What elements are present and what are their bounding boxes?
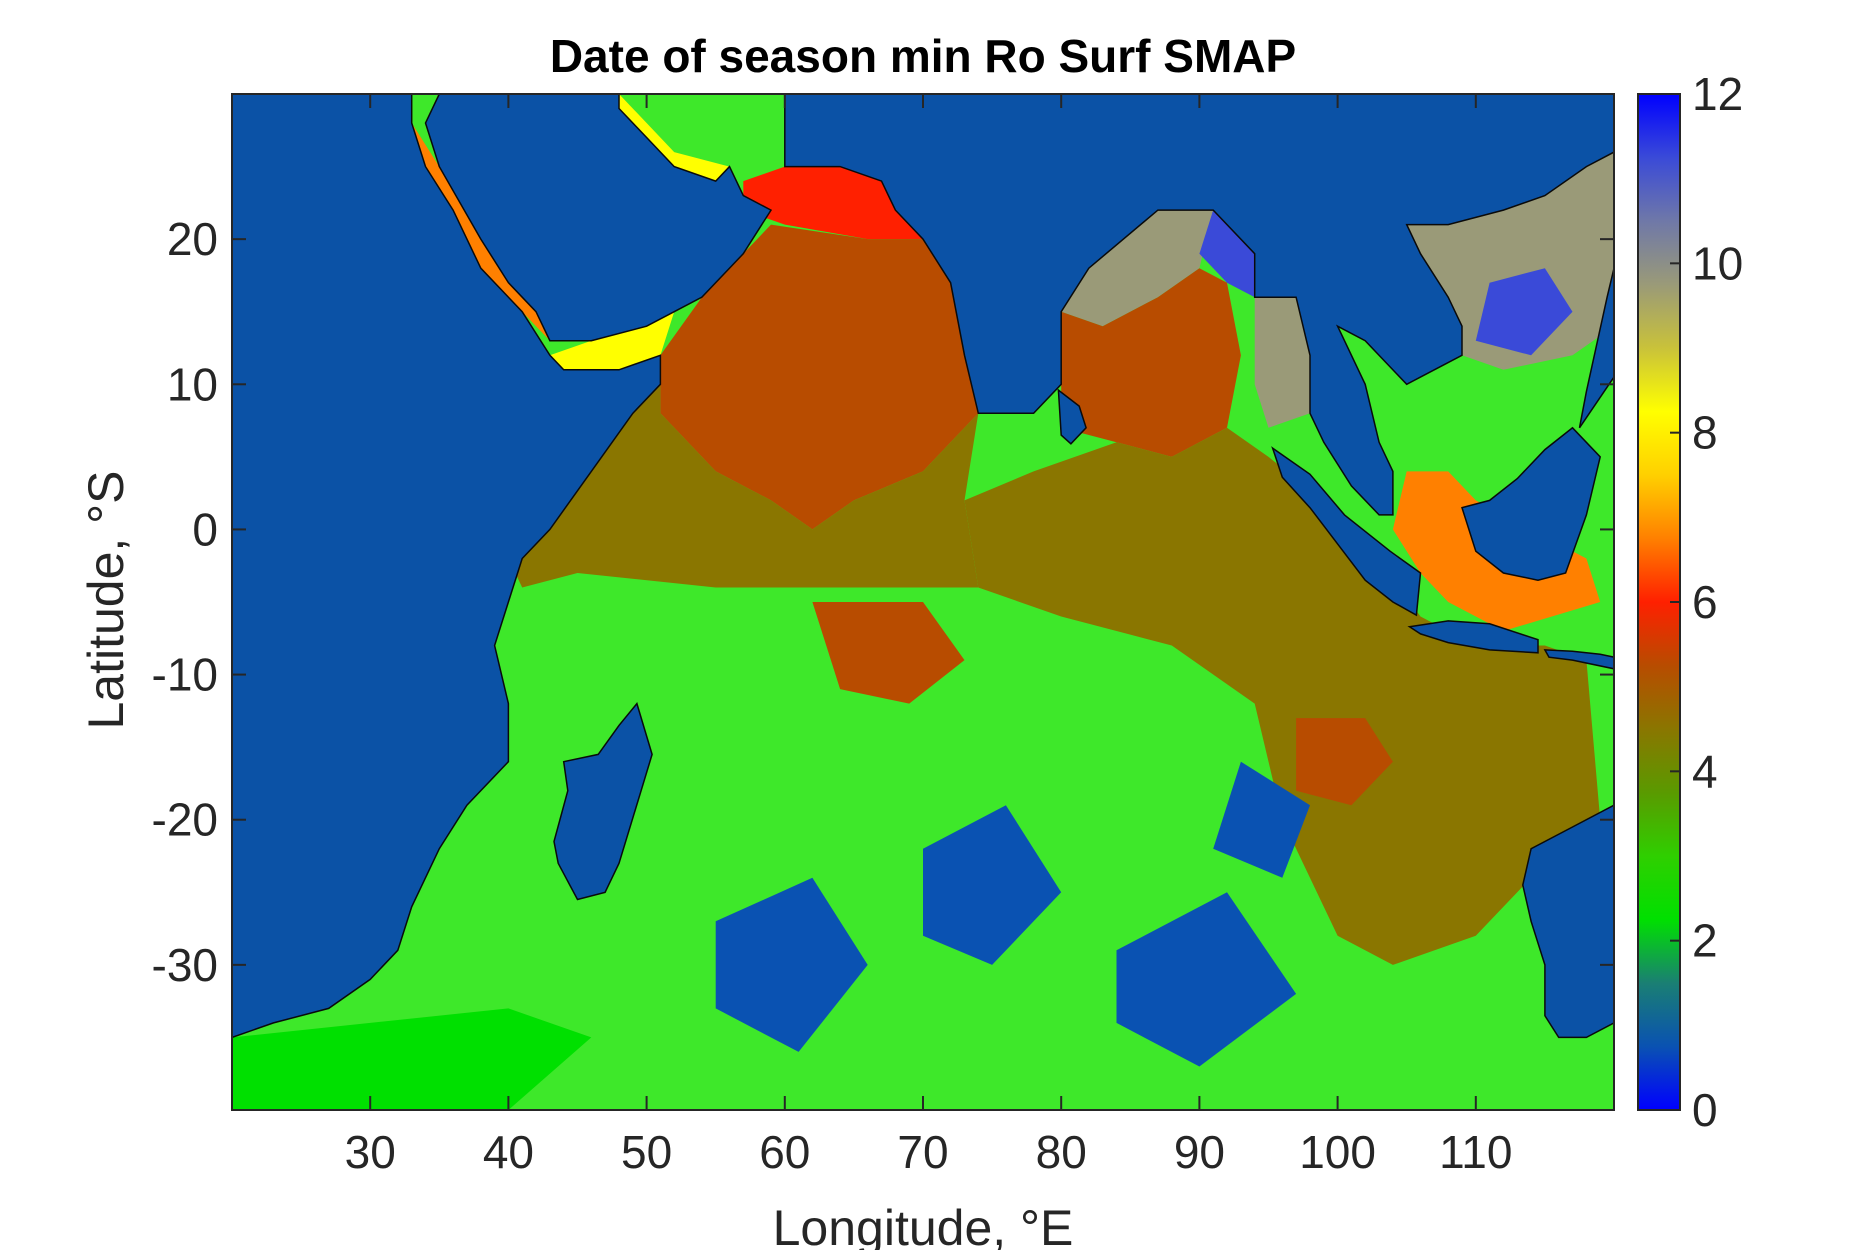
region-southeast-patch — [1296, 718, 1393, 806]
colorbar-ticks: 0 2 4 6 8 10 12 — [1670, 68, 1743, 1136]
x-tick-label: 80 — [1036, 1126, 1087, 1178]
x-tick-label: 50 — [621, 1126, 672, 1178]
land-sumatra — [1271, 446, 1422, 617]
region-bay-of-bengal-west — [1061, 210, 1214, 327]
x-tick-label: 90 — [1174, 1126, 1225, 1178]
y-axis-label: Latitude, °S — [78, 470, 134, 729]
x-axis: 30 40 50 60 70 80 90 100 110 — [345, 94, 1512, 1178]
land-madagascar — [553, 702, 653, 901]
region-bay-of-bengal-east — [1199, 210, 1255, 298]
region-south-blue-3 — [1116, 892, 1297, 1067]
x-axis-label: Longitude, °E — [773, 1200, 1074, 1250]
x-tick-label: 60 — [759, 1126, 810, 1178]
x-tick-label: 100 — [1299, 1126, 1376, 1178]
land-lesser-sunda — [1543, 649, 1614, 670]
land-sri-lanka — [1057, 388, 1087, 445]
land-mask — [232, 94, 1614, 1039]
region-south-green-dark — [232, 1008, 592, 1110]
y-tick-label: -20 — [152, 794, 218, 846]
y-tick-label: -10 — [152, 649, 218, 701]
x-tick-label: 70 — [897, 1126, 948, 1178]
colorbar-tick-label: 2 — [1692, 915, 1718, 967]
land-borneo — [1461, 426, 1602, 581]
plot-area — [232, 94, 1614, 1110]
land-africa-arabia-asia — [232, 94, 662, 1039]
colorbar-tick-label: 8 — [1692, 407, 1718, 459]
colorbar-tick-label: 6 — [1692, 576, 1718, 628]
land-philippines — [1578, 268, 1614, 429]
region-south-blue-1 — [715, 877, 868, 1052]
land-persia-india — [619, 94, 1614, 516]
region-gulf-of-aden — [549, 311, 675, 370]
y-tick-label: -30 — [152, 939, 218, 991]
colorbar: 0 2 4 6 8 10 12 — [1637, 68, 1743, 1136]
x-tick-label: 30 — [345, 1126, 396, 1178]
x-tick-label: 110 — [1439, 1126, 1512, 1178]
region-south-blue-2 — [923, 805, 1062, 965]
region-south-blue-4 — [1213, 761, 1310, 878]
chart-title: Date of season min Ro Surf SMAP — [550, 30, 1296, 82]
region-red-sea — [411, 123, 550, 341]
region-central-patch — [812, 602, 965, 704]
colorbar-tick-label: 4 — [1692, 745, 1718, 797]
region-equatorial-east — [964, 427, 1601, 965]
region-bay-of-bengal-south — [1061, 268, 1241, 457]
region-andaman-sea — [1254, 297, 1310, 428]
region-arabian-sea — [660, 224, 979, 530]
y-tick-label: 10 — [167, 358, 218, 410]
land-australia — [1522, 804, 1614, 1039]
region-arabian-sea-north — [743, 166, 923, 240]
colorbar-tick-label: 10 — [1692, 237, 1743, 289]
region-scs-deep — [1475, 268, 1573, 356]
colorbar-tick-label: 0 — [1692, 1084, 1718, 1136]
x-tick-label: 40 — [483, 1126, 534, 1178]
land-java — [1407, 620, 1539, 654]
land-arabia — [424, 94, 773, 342]
region-persian-gulf — [619, 94, 730, 182]
y-tick-label: 0 — [192, 503, 218, 555]
colorbar-tick-label: 12 — [1692, 68, 1743, 120]
y-tick-label: 20 — [167, 213, 218, 265]
y-axis: 20 10 0 -10 -20 -30 — [152, 213, 1614, 991]
